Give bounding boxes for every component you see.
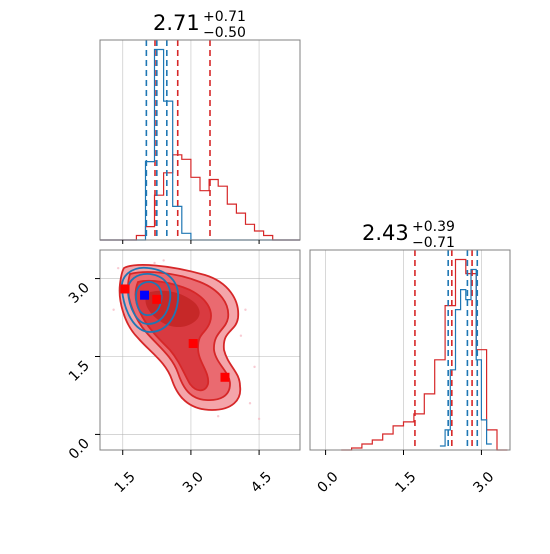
title-y-plus: +0.39 [412, 219, 455, 235]
x-tick-label: 0.0 [315, 469, 342, 496]
histogram-series-blue [100, 48, 300, 241]
x-tick-label: 3.0 [470, 469, 497, 496]
title-panel-y-value: 2.43 [362, 221, 409, 245]
panel-frame [99, 39, 301, 241]
title-x-value: 2.71 [153, 11, 200, 35]
scatter-point [153, 261, 156, 265]
histogram-series-red [341, 258, 508, 451]
marker-red [220, 372, 230, 382]
y-tick-label: 0.0 [66, 436, 93, 463]
contour-blue-outer [120, 266, 180, 333]
contour-blue-mid [127, 273, 172, 325]
marginal-histogram-y: 0.0 1.5 3.0 [309, 249, 511, 496]
panel-frame [99, 249, 301, 451]
scatter-point [162, 259, 165, 262]
marker-red [120, 284, 130, 294]
title-x-minus: −0.50 [203, 25, 246, 41]
title-y-minus: −0.71 [412, 235, 455, 251]
histogram-series-red [100, 154, 300, 241]
joint-contour-panel: 1.5 3.0 4.5 0.0 1.5 3.0 [66, 249, 301, 496]
scatter-point [116, 266, 120, 270]
scatter-point [244, 308, 247, 311]
scatter-point [248, 402, 252, 405]
scatter-point [239, 334, 243, 337]
x-tick-label: 3.0 [180, 469, 207, 496]
panel-frame [309, 249, 511, 451]
x-tick-label: 1.5 [392, 469, 419, 496]
marker-red [152, 294, 162, 304]
scatter-point [257, 417, 261, 421]
x-tick-label: 1.5 [112, 469, 139, 496]
scatter-point [216, 415, 220, 418]
x-tick-label: 4.5 [248, 469, 275, 496]
y-tick-label: 3.0 [66, 280, 93, 307]
y-tick-label: 1.5 [66, 358, 93, 385]
title-x-plus: +0.71 [203, 9, 246, 25]
histogram-series-blue [439, 268, 492, 447]
scatter-point [112, 308, 115, 311]
marker-blue [140, 290, 150, 300]
marker-red [188, 339, 198, 349]
scatter-point [253, 365, 256, 369]
title-panel-x: 2.71 [153, 11, 200, 35]
marginal-histogram-x [99, 39, 301, 244]
